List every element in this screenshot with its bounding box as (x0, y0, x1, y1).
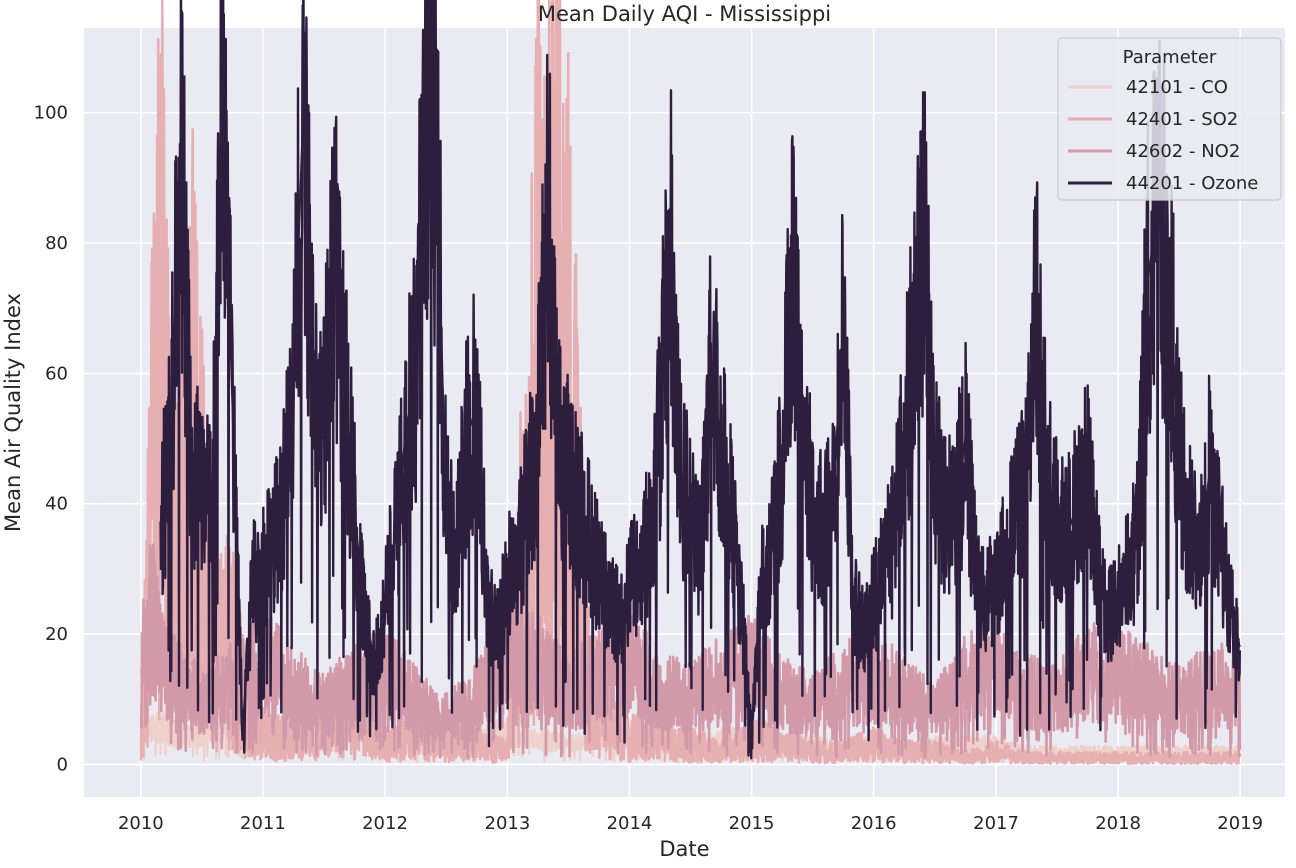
series-lines (139, 0, 1242, 766)
y-tick-label: 100 (34, 103, 68, 124)
x-axis-label: Date (659, 837, 709, 861)
chart-title: Mean Daily AQI - Mississippi (538, 2, 831, 26)
legend-entry-label: 44201 - Ozone (1126, 173, 1258, 194)
x-tick-label: 2011 (240, 813, 286, 834)
legend-entry-label: 42602 - NO2 (1126, 141, 1240, 162)
y-tick-label: 40 (45, 494, 68, 515)
x-tick-label: 2012 (362, 813, 408, 834)
x-tick-label: 2018 (1095, 813, 1141, 834)
legend: Parameter 42101 - CO 42401 - SO2 42602 - N… (1057, 37, 1282, 201)
y-tick-label: 60 (45, 363, 68, 384)
legend-title: Parameter (1123, 47, 1217, 68)
series-anchor-line (159, 59, 1241, 733)
x-tick-label: 2017 (973, 813, 1019, 834)
x-tick-label: 2019 (1217, 813, 1263, 834)
series-line (139, 543, 1242, 760)
y-tick-label: 80 (45, 233, 68, 254)
x-tick-label: 2010 (118, 813, 164, 834)
y-axis-label: Mean Air Quality Index (1, 293, 25, 532)
x-tick-label: 2015 (729, 813, 775, 834)
x-tick-label: 2016 (851, 813, 897, 834)
legend-entry-label: 42101 - CO (1126, 77, 1228, 98)
x-tick-label: 2014 (607, 813, 653, 834)
y-tick-label: 20 (45, 624, 68, 645)
axis-ticks: 2010 2011 2012 2013 2014 2015 2016 2017 2018 2019… (34, 103, 1263, 834)
y-tick-label: 0 (57, 754, 68, 775)
x-tick-label: 2013 (485, 813, 531, 834)
series-line (159, 0, 1241, 760)
legend-box (1057, 37, 1282, 201)
legend-entry-label: 42401 - SO2 (1126, 109, 1238, 130)
legend-entries: 42101 - CO 42401 - SO2 42602 - NO2 44201 - … (1068, 77, 1258, 194)
